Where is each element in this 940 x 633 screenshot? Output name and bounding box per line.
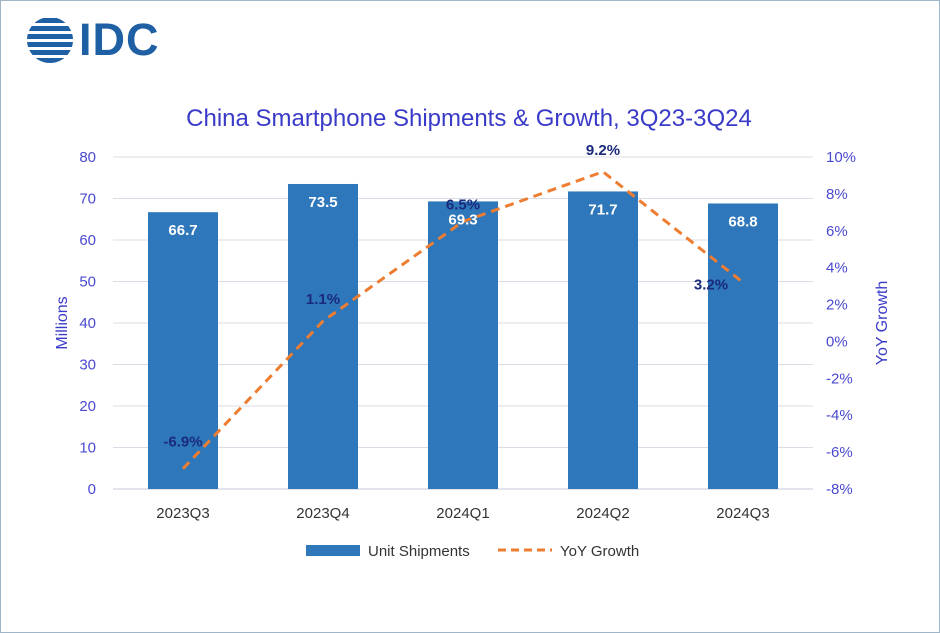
growth-data-label: 6.5% bbox=[446, 197, 480, 214]
y2-tick-label: -2% bbox=[826, 370, 853, 387]
bar-data-label: 68.8 bbox=[728, 213, 757, 230]
idc-logo: IDC bbox=[25, 15, 160, 65]
bar bbox=[568, 191, 638, 489]
y-tick-label: 40 bbox=[79, 315, 96, 332]
bar bbox=[708, 203, 778, 490]
growth-line-path bbox=[181, 170, 744, 470]
legend-label-growth: YoY Growth bbox=[560, 543, 639, 560]
logo-text: IDC bbox=[79, 14, 160, 65]
bar bbox=[288, 183, 358, 489]
bar-labels: 66.7 73.5 69.3 71.7 68.8 bbox=[168, 194, 757, 239]
y2-tick-label: 2% bbox=[826, 297, 848, 314]
bars bbox=[148, 183, 778, 490]
x-axis-ticks: 2023Q3 2023Q4 2024Q1 2024Q2 2024Q3 bbox=[156, 505, 769, 522]
bar-data-label: 73.5 bbox=[308, 194, 337, 211]
y-tick-label: 80 bbox=[79, 149, 96, 166]
x-tick-label: 2024Q1 bbox=[436, 505, 489, 522]
chart-title: China Smartphone Shipments & Growth, 3Q2… bbox=[186, 105, 752, 132]
y2-tick-label: -6% bbox=[826, 444, 853, 461]
y2-tick-label: -8% bbox=[826, 481, 853, 498]
x-tick-label: 2023Q4 bbox=[296, 505, 349, 522]
y-tick-label: 60 bbox=[79, 232, 96, 249]
y2-tick-label: 4% bbox=[826, 260, 848, 277]
y-tick-label: 0 bbox=[88, 481, 96, 498]
y-tick-label: 10 bbox=[79, 440, 96, 457]
growth-data-label: 3.2% bbox=[694, 276, 728, 293]
legend-label-shipments: Unit Shipments bbox=[368, 543, 470, 560]
growth-data-label: 1.1% bbox=[306, 291, 340, 308]
y-axis-ticks: 0 10 20 30 40 50 60 70 80 bbox=[79, 149, 96, 498]
y-tick-label: 30 bbox=[79, 357, 96, 374]
y2-tick-label: -4% bbox=[826, 407, 853, 424]
y2-tick-label: 8% bbox=[826, 186, 848, 203]
x-tick-label: 2023Q3 bbox=[156, 505, 209, 522]
growth-labels: -6.9% 1.1% 6.5% 9.2% 3.2% bbox=[163, 142, 728, 451]
bar-data-label: 71.7 bbox=[588, 201, 617, 218]
growth-data-label: -6.9% bbox=[163, 434, 202, 451]
y-tick-label: 20 bbox=[79, 398, 96, 415]
y-tick-label: 50 bbox=[79, 274, 96, 291]
y-tick-label: 70 bbox=[79, 191, 96, 208]
bar-data-label: 66.7 bbox=[168, 222, 197, 239]
legend-swatch-shipments bbox=[306, 545, 360, 556]
x-tick-label: 2024Q2 bbox=[576, 505, 629, 522]
growth-data-label: 9.2% bbox=[586, 142, 620, 159]
bar-data-label: 69.3 bbox=[448, 211, 477, 228]
growth-line bbox=[181, 170, 744, 470]
x-tick-label: 2024Q3 bbox=[716, 505, 769, 522]
bar bbox=[428, 201, 498, 489]
y-axis-title: Millions bbox=[54, 296, 71, 349]
y2-axis-title: YoY Growth bbox=[874, 281, 891, 366]
legend: Unit Shipments YoY Growth bbox=[306, 543, 639, 560]
y2-tick-label: 6% bbox=[826, 223, 848, 240]
y2-tick-label: 10% bbox=[826, 149, 856, 166]
y2-tick-label: 0% bbox=[826, 333, 848, 350]
y2-axis-ticks: -8% -6% -4% -2% 0% 2% 4% 6% 8% 10% bbox=[826, 149, 856, 498]
globe-icon bbox=[27, 18, 73, 63]
